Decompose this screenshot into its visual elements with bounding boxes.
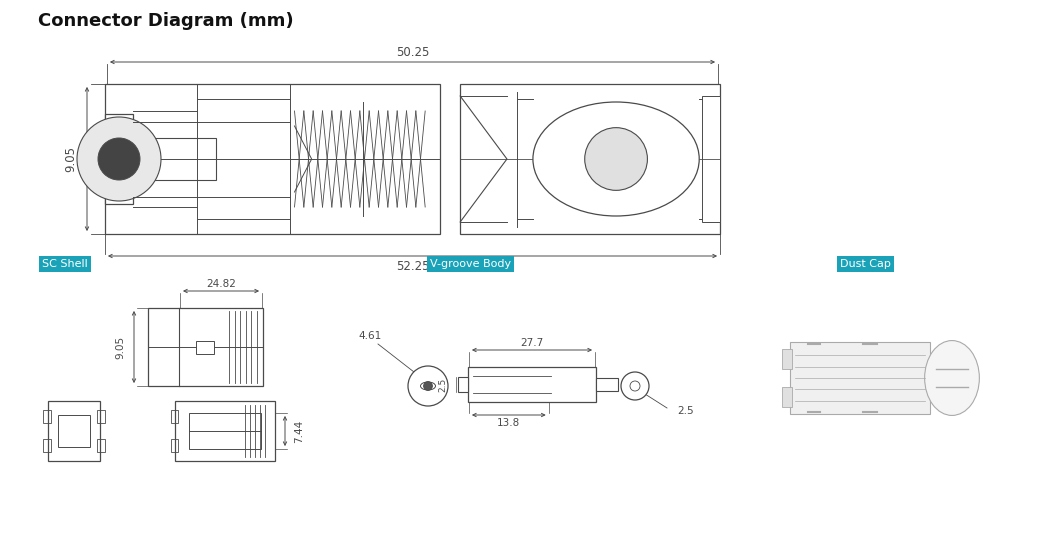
Text: 13.8: 13.8 bbox=[497, 418, 520, 428]
Bar bbox=[48, 401, 100, 461]
Bar bbox=[43, 410, 51, 423]
Bar bbox=[596, 378, 618, 391]
Text: 2.5: 2.5 bbox=[677, 406, 693, 416]
Bar bbox=[782, 386, 792, 407]
Circle shape bbox=[77, 117, 161, 201]
Bar bbox=[148, 308, 263, 386]
Bar bbox=[98, 410, 105, 423]
Text: 9.05: 9.05 bbox=[65, 146, 77, 172]
Bar bbox=[98, 439, 105, 452]
Bar bbox=[171, 439, 178, 452]
Bar bbox=[132, 138, 215, 180]
Bar bbox=[469, 367, 596, 402]
Text: V-groove Body: V-groove Body bbox=[430, 259, 511, 269]
Bar bbox=[790, 342, 930, 414]
Circle shape bbox=[585, 128, 648, 191]
Text: 9.05: 9.05 bbox=[114, 335, 125, 358]
Circle shape bbox=[98, 138, 140, 180]
Text: 7.44: 7.44 bbox=[294, 419, 304, 442]
Text: 2.5: 2.5 bbox=[439, 377, 447, 391]
Circle shape bbox=[424, 382, 432, 390]
Bar bbox=[196, 340, 214, 354]
Circle shape bbox=[621, 372, 649, 400]
Text: SC Shell: SC Shell bbox=[42, 259, 88, 269]
Text: 24.82: 24.82 bbox=[206, 279, 236, 289]
Bar bbox=[458, 377, 469, 393]
Bar bbox=[43, 439, 51, 452]
Bar bbox=[702, 96, 720, 222]
Bar bbox=[105, 84, 440, 234]
Circle shape bbox=[408, 366, 448, 406]
Text: Dust Cap: Dust Cap bbox=[840, 259, 890, 269]
Bar bbox=[189, 413, 261, 449]
Text: 4.61: 4.61 bbox=[358, 331, 382, 341]
Text: 50.25: 50.25 bbox=[395, 47, 429, 59]
Bar bbox=[171, 410, 178, 423]
Ellipse shape bbox=[924, 340, 979, 416]
Text: 52.25: 52.25 bbox=[395, 260, 429, 272]
Bar bbox=[58, 415, 90, 447]
Bar bbox=[295, 92, 425, 227]
Ellipse shape bbox=[533, 102, 700, 216]
Text: 27.7: 27.7 bbox=[520, 338, 544, 348]
Bar bbox=[105, 114, 132, 204]
Bar bbox=[460, 84, 720, 234]
Bar bbox=[782, 349, 792, 369]
Text: Connector Diagram (mm): Connector Diagram (mm) bbox=[38, 12, 294, 30]
Bar bbox=[175, 401, 275, 461]
